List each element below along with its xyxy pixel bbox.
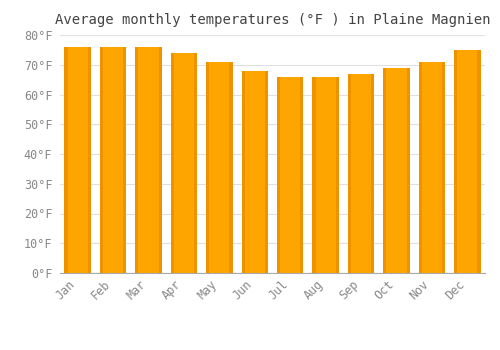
- Bar: [265, 71, 268, 273]
- Bar: [88, 47, 91, 273]
- Bar: [277, 77, 303, 273]
- Bar: [230, 62, 232, 273]
- Bar: [406, 68, 410, 273]
- Bar: [242, 71, 244, 273]
- Bar: [312, 77, 316, 273]
- Bar: [348, 74, 374, 273]
- Bar: [170, 53, 197, 273]
- Bar: [64, 47, 68, 273]
- Bar: [136, 47, 138, 273]
- Bar: [336, 77, 339, 273]
- Bar: [136, 47, 162, 273]
- Bar: [418, 62, 422, 273]
- Bar: [383, 68, 409, 273]
- Bar: [64, 47, 91, 273]
- Bar: [194, 53, 197, 273]
- Bar: [454, 50, 457, 273]
- Bar: [206, 62, 233, 273]
- Bar: [454, 50, 480, 273]
- Bar: [348, 74, 351, 273]
- Bar: [170, 53, 174, 273]
- Bar: [242, 71, 268, 273]
- Bar: [277, 77, 280, 273]
- Bar: [158, 47, 162, 273]
- Bar: [418, 62, 445, 273]
- Bar: [383, 68, 386, 273]
- Bar: [100, 47, 126, 273]
- Bar: [300, 77, 304, 273]
- Bar: [442, 62, 445, 273]
- Bar: [371, 74, 374, 273]
- Bar: [123, 47, 126, 273]
- Bar: [206, 62, 210, 273]
- Title: Average monthly temperatures (°F ) in Plaine Magnien: Average monthly temperatures (°F ) in Pl…: [55, 13, 490, 27]
- Bar: [478, 50, 480, 273]
- Bar: [100, 47, 103, 273]
- Bar: [312, 77, 339, 273]
